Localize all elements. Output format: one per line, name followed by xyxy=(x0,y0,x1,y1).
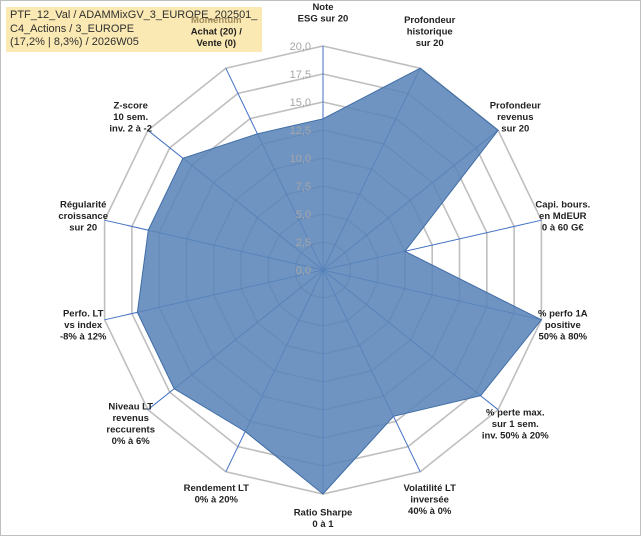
tick-label: 20,0 xyxy=(290,41,311,53)
tick-label: 2,5 xyxy=(296,237,311,249)
axis-label-line: revenus xyxy=(497,112,533,123)
axis-label-line: reccurents xyxy=(106,425,155,436)
radar-ticks: 0,0 2,5 5,0 7,5 10,0 12,5 15,0 17,5 20,0 xyxy=(290,41,311,277)
axis-label-line: Note xyxy=(312,2,333,13)
axis-label-line: positive xyxy=(545,320,581,331)
axis-label-line: en MdEUR xyxy=(539,211,587,222)
axis-label-line: 40% à 0% xyxy=(408,506,452,517)
axis-label-line: Ratio Sharpe xyxy=(294,508,353,519)
axis-label-line: revenus xyxy=(112,413,148,424)
axis-label-line: sur 20 xyxy=(416,38,444,49)
axis-label-line: Volatilité LT xyxy=(403,483,456,494)
axis-label-line: sur 20 xyxy=(501,124,529,135)
axis-label-line: 10 sem. xyxy=(113,112,148,123)
axis-label-line: inv. 2 à -2 xyxy=(109,124,152,135)
axis-label-line: Régularité xyxy=(60,199,106,210)
axis-label-line: sur 20 xyxy=(69,222,97,233)
tick-label: 0,0 xyxy=(296,265,311,277)
axis-label-line: Capi. bours. xyxy=(535,199,590,210)
axis-label-line: Perfo. LT xyxy=(63,309,104,320)
axis-label-line: Niveau LT xyxy=(108,402,153,413)
title-line-1: PTF_12_Val / ADAMMixGV_3_EUROPE_202501_1… xyxy=(10,9,258,21)
axis-label-line: 0% à 20% xyxy=(195,495,239,506)
title-line-2: C4_Actions / 3_EUROPE xyxy=(10,22,135,35)
axis-label-line: historique xyxy=(407,26,453,37)
axis-label-line: inversée xyxy=(410,495,449,506)
axis-label-line: % perte max. xyxy=(486,407,545,418)
axis-label: Rendement LT0% à 20% xyxy=(184,483,249,506)
chart-title-box: PTF_12_Val / ADAMMixGV_3_EUROPE_202501_1… xyxy=(6,7,262,52)
axis-label-line: Profondeur xyxy=(404,15,455,26)
axis-label-line: 50% à 80% xyxy=(539,332,588,343)
tick-label: 15,0 xyxy=(290,97,311,109)
tick-label: 7,5 xyxy=(296,181,311,193)
axis-label-line: Profondeur xyxy=(490,101,541,112)
axis-label-line: Vente (0) xyxy=(196,38,236,49)
axis-label-line: 0 à 1 xyxy=(312,519,334,530)
axis-label-line: Achat (20) / xyxy=(191,26,243,37)
axis-label-line: Z-score xyxy=(114,101,148,112)
tick-label: 17,5 xyxy=(290,69,311,81)
axis-label-line: ESG sur 20 xyxy=(298,14,349,25)
title-line-3: (17,2% | 8,3%) / 2026W05 xyxy=(10,36,139,48)
tick-label: 10,0 xyxy=(290,153,311,165)
axis-label-line: sur 1 sem. xyxy=(492,419,539,430)
axis-label-line: Momentum xyxy=(191,15,242,26)
axis-label-line: vs index xyxy=(64,320,103,331)
tick-label: 5,0 xyxy=(296,209,311,221)
axis-label-line: croissance xyxy=(58,211,108,222)
axis-label-line: Rendement LT xyxy=(184,483,249,494)
tick-label: 12,5 xyxy=(290,125,311,137)
axis-label-line: inv. 50% à 20% xyxy=(482,430,549,441)
axis-label: % perte max.sur 1 sem.inv. 50% à 20% xyxy=(482,407,549,441)
axis-label-line: 0 à 60 G€ xyxy=(542,222,584,233)
series-area xyxy=(136,67,543,495)
axis-label-line: 0% à 6% xyxy=(112,436,151,447)
axis-label-line: -8% à 12% xyxy=(60,332,107,343)
axis-label-line: % perfo 1A xyxy=(538,309,588,320)
radar-series xyxy=(136,67,543,495)
